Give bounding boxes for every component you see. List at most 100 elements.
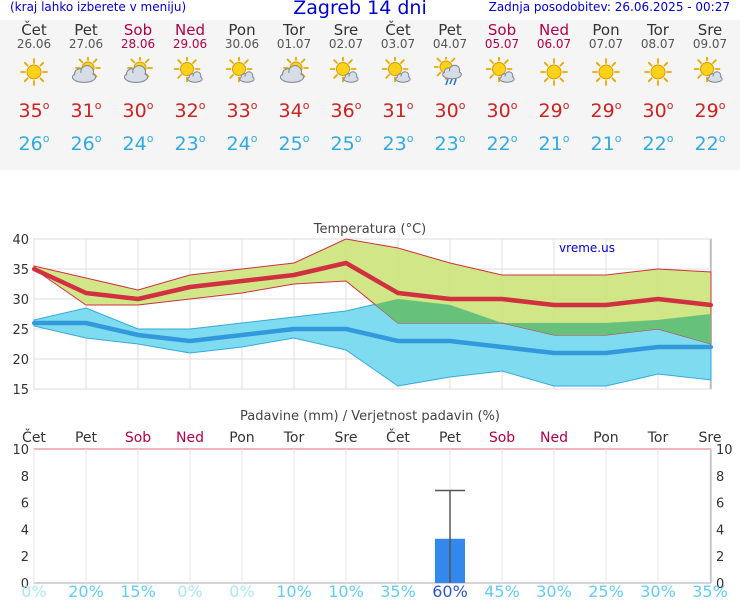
temp-min: 25o xyxy=(268,128,320,155)
day-name: Čet xyxy=(385,21,411,39)
max-temperature-point xyxy=(240,279,244,283)
day-date: 01.07 xyxy=(276,37,312,51)
degree-sign: o xyxy=(42,132,50,145)
min-range-band xyxy=(33,298,712,387)
x-tick-label: Sre xyxy=(335,430,358,446)
partly-cloudy-icon xyxy=(123,57,153,83)
temp-min: 22o xyxy=(476,128,528,155)
temp-max-value: 33 xyxy=(226,100,251,122)
min-temperature-point xyxy=(344,327,348,331)
degree-sign: o xyxy=(94,99,102,112)
temp-max-value: 29 xyxy=(590,100,615,122)
degree-sign: o xyxy=(146,132,154,145)
day-date: 28.06 xyxy=(120,37,156,51)
temp-min: 24o xyxy=(112,128,164,155)
degree-sign: o xyxy=(718,132,726,145)
min-temperature-point xyxy=(604,351,608,355)
day-name: Čet xyxy=(21,21,47,39)
day-name: Ned xyxy=(539,21,569,39)
min-temperature-point xyxy=(32,321,36,325)
temp-max: 34o xyxy=(268,95,320,122)
temp-min-value: 23 xyxy=(382,133,407,155)
day-column: Ned 06.07 29o 21o xyxy=(528,22,580,155)
location-menu-hint[interactable]: (kraj lahko izberete v meniju) xyxy=(10,0,187,14)
temp-max-value: 31 xyxy=(70,100,95,122)
temp-min: 26o xyxy=(8,128,60,155)
day-name: Sre xyxy=(697,21,723,39)
max-temperature-point xyxy=(344,261,348,265)
min-temperature-line xyxy=(34,320,711,356)
temp-min-value: 24 xyxy=(226,133,251,155)
y-tick-label: 40 xyxy=(12,233,29,248)
degree-sign: o xyxy=(510,99,518,112)
x-tick-label: Pon xyxy=(229,430,254,446)
temp-min: 21o xyxy=(528,128,580,155)
temp-min-value: 22 xyxy=(642,133,667,155)
y-tick-label: 6 xyxy=(21,497,29,512)
x-tick-label: Čet xyxy=(386,428,410,446)
temp-max: 30o xyxy=(112,95,164,122)
day-name: Tor xyxy=(647,21,669,39)
x-tick-label: Sob xyxy=(125,430,151,446)
day-column: Pet 04.07 30o 23o xyxy=(424,22,476,155)
degree-sign: o xyxy=(718,99,726,112)
max-temperature-point xyxy=(552,303,556,307)
degree-sign: o xyxy=(510,132,518,145)
y-tick-label: 15 xyxy=(12,383,29,398)
precipitation-probability: 0% xyxy=(21,582,46,600)
x-tick-label: Ned xyxy=(540,430,568,446)
degree-sign: o xyxy=(666,99,674,112)
day-date: 09.07 xyxy=(692,37,728,51)
max-temperature-point xyxy=(604,303,608,307)
plot-area xyxy=(33,448,712,584)
day-date: 26.06 xyxy=(16,37,52,51)
temp-min-value: 21 xyxy=(590,133,615,155)
day-date: 08.07 xyxy=(640,37,676,51)
day-date: 30.06 xyxy=(224,37,260,51)
y-tick-label: 25 xyxy=(12,323,29,338)
precipitation-probability: 60% xyxy=(432,582,468,600)
sun-icon xyxy=(644,58,672,86)
degree-sign: o xyxy=(250,99,258,112)
temp-min-value: 23 xyxy=(434,133,459,155)
degree-sign: o xyxy=(302,99,310,112)
min-temperature-point xyxy=(188,339,192,343)
x-tick-label: Tor xyxy=(283,430,305,446)
day-date: 04.07 xyxy=(432,37,468,51)
temp-max-value: 34 xyxy=(278,100,303,122)
day-name: Sob xyxy=(123,21,153,39)
temp-min: 22o xyxy=(684,128,736,155)
degree-sign: o xyxy=(250,132,258,145)
temp-max: 33o xyxy=(216,95,268,122)
temp-min-value: 21 xyxy=(538,133,563,155)
degree-sign: o xyxy=(42,99,50,112)
sun-small-cloud-icon xyxy=(486,57,515,83)
degree-sign: o xyxy=(458,99,466,112)
max-temperature-point xyxy=(709,303,713,307)
sun-small-cloud-icon xyxy=(174,57,203,83)
degree-sign: o xyxy=(614,132,622,145)
partly-cloudy-icon xyxy=(279,57,309,83)
day-column: Sre 09.07 29o 22o xyxy=(684,22,736,155)
x-tick-label: Čet xyxy=(22,428,46,446)
daily-forecast-panel xyxy=(0,20,740,170)
max-temperature-point xyxy=(136,297,140,301)
degree-sign: o xyxy=(614,99,622,112)
temp-min: 25o xyxy=(320,128,372,155)
max-temperature-line xyxy=(33,260,712,308)
temp-max: 35o xyxy=(8,95,60,122)
temp-max-value: 32 xyxy=(174,100,199,122)
partly-cloudy-icon xyxy=(71,57,101,83)
temp-min: 23o xyxy=(164,128,216,155)
day-name: Tor xyxy=(283,21,305,39)
x-tick-label: Tor xyxy=(647,430,669,446)
min-temperature-point xyxy=(240,333,244,337)
temp-min-value: 26 xyxy=(70,133,95,155)
day-name: Ned xyxy=(175,21,205,39)
y-tick-label-right: 2 xyxy=(716,550,724,565)
max-temperature-point xyxy=(32,267,36,271)
temp-max-value: 29 xyxy=(538,100,563,122)
degree-sign: o xyxy=(562,132,570,145)
degree-sign: o xyxy=(94,132,102,145)
